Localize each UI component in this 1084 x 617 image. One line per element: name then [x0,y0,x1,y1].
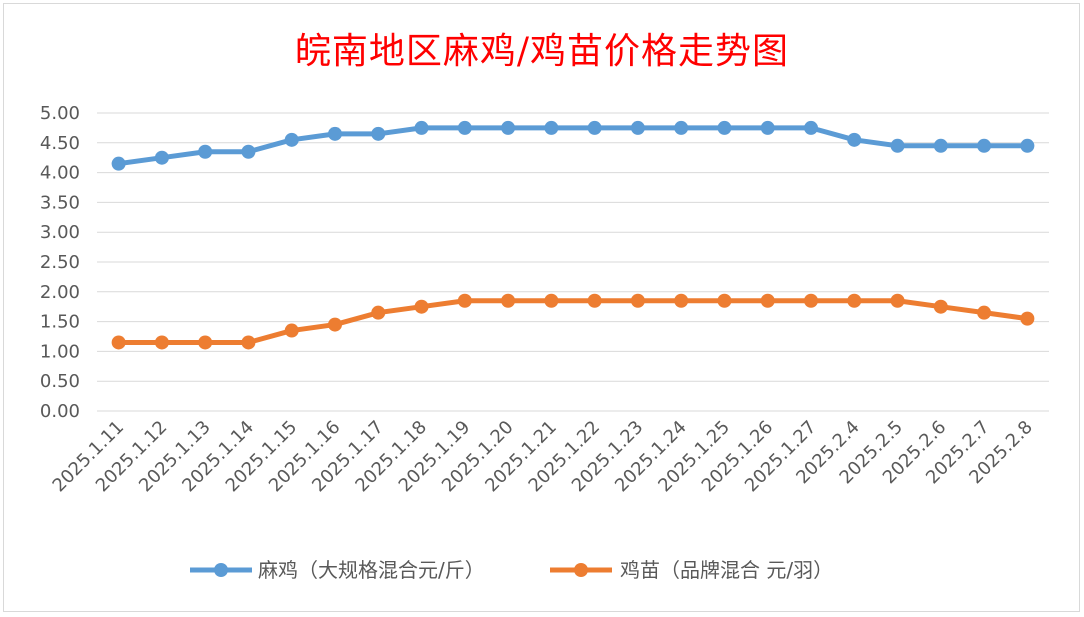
series-line-1 [116,125,1030,167]
chart-title: 皖南地区麻鸡/鸡苗价格走势图 [294,31,790,72]
series-2-point [414,299,429,314]
y-tick-label: 1.00 [40,341,80,362]
y-tick-label: 5.00 [40,103,80,124]
y-tick-label: 4.00 [40,163,80,184]
legend-label-2: 鸡苗（品牌混合 元/羽） [620,558,833,582]
series-1-point [760,120,775,135]
y-tick-label: 4.50 [40,133,80,154]
series-1-point [284,132,299,147]
series-2-point [587,293,602,308]
series-1-point [630,120,645,135]
y-tick-label: 2.50 [40,252,80,273]
y-tick-label: 1.50 [40,312,80,333]
series-1-point [804,120,818,135]
series-2-point [674,293,689,308]
series-1-point [1020,138,1035,153]
series-2-point [890,293,905,308]
chart-frame [3,3,1080,612]
series-1-point [501,120,516,135]
series-2-point [544,293,559,308]
series-2-point [154,335,169,350]
y-tick-label: 3.50 [40,192,80,213]
series-2-point [457,293,472,308]
legend-marker-1 [214,563,228,577]
series-2-point [328,317,342,332]
series-1-point [111,156,126,171]
series-1-point [674,120,689,135]
series-1-point [977,138,992,153]
series-line-2 [116,298,1030,345]
y-tick-label: 2.00 [40,282,80,303]
series-1-point [933,138,948,153]
series-2-point [241,335,256,350]
legend-marker-2 [574,563,588,577]
series-1-point [371,126,386,141]
series-1-point [587,120,602,135]
series-1-point [890,138,905,153]
series-1-point [414,120,429,135]
y-tick-label: 3.00 [40,222,80,243]
series-2-point [760,293,775,308]
series-2-point [284,323,299,338]
series-1-point [544,120,559,135]
series-2-point [630,293,645,308]
y-tick-label: 0.00 [40,401,80,422]
series-1-point [717,120,732,135]
series-1-point [198,144,213,159]
y-tick-label: 0.50 [40,371,80,392]
series-2-point [847,293,862,308]
series-2-point [111,335,126,350]
series-2-point [198,335,213,350]
series-2-point [717,293,732,308]
series-2-point [977,305,992,320]
series-2-point [501,293,516,308]
series-2-point [1020,311,1035,326]
series-2-point [371,305,386,320]
series-1-point [328,126,342,141]
series-1-point [241,144,256,159]
legend-label-1: 麻鸡（大规格混合元/斤） [258,558,485,582]
series-1-point [847,132,862,147]
series-2-point [933,299,948,314]
series-2-point [804,293,818,308]
series-1-point [154,150,169,165]
series-1-point [457,120,472,135]
